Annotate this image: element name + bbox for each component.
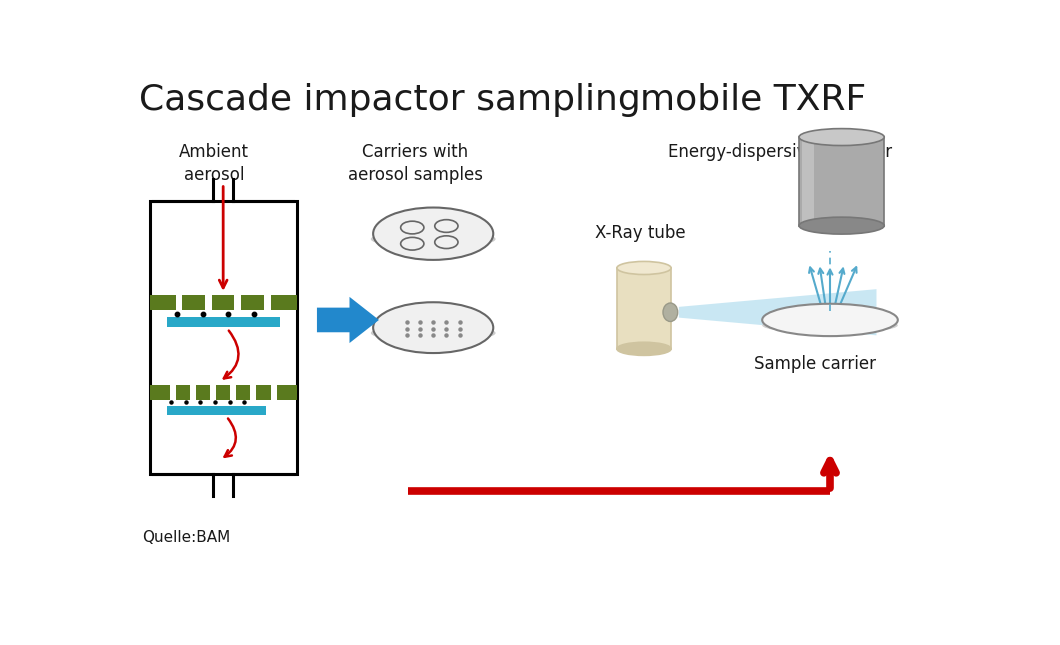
Text: mobile TXRF: mobile TXRF xyxy=(640,83,866,117)
Bar xyxy=(264,295,271,310)
Bar xyxy=(149,385,297,400)
Text: Sample carrier: Sample carrier xyxy=(754,355,876,373)
Ellipse shape xyxy=(435,236,458,248)
Ellipse shape xyxy=(435,220,458,232)
Ellipse shape xyxy=(401,237,424,250)
Bar xyxy=(270,385,277,400)
Text: Carriers with
aerosol samples: Carriers with aerosol samples xyxy=(348,143,483,184)
Ellipse shape xyxy=(617,342,671,355)
Ellipse shape xyxy=(799,217,884,234)
Bar xyxy=(799,137,884,226)
Ellipse shape xyxy=(401,221,424,234)
Bar xyxy=(149,295,297,310)
Bar xyxy=(149,201,297,474)
Bar xyxy=(250,385,257,400)
Ellipse shape xyxy=(371,324,496,342)
Text: Energy-dispersive detector: Energy-dispersive detector xyxy=(668,143,891,161)
Bar xyxy=(617,268,671,349)
Polygon shape xyxy=(678,289,877,335)
Ellipse shape xyxy=(373,303,493,353)
Text: Quelle:BAM: Quelle:BAM xyxy=(142,530,230,545)
Bar xyxy=(234,295,242,310)
Bar xyxy=(205,295,212,310)
Bar xyxy=(166,317,280,327)
Ellipse shape xyxy=(799,128,884,146)
Ellipse shape xyxy=(662,303,677,321)
Bar xyxy=(210,385,216,400)
Bar xyxy=(802,137,814,226)
Bar xyxy=(176,295,182,310)
Ellipse shape xyxy=(371,230,496,248)
Text: Ambient
aerosol: Ambient aerosol xyxy=(179,143,249,184)
Text: Cascade impactor sampling: Cascade impactor sampling xyxy=(139,83,640,117)
Ellipse shape xyxy=(373,208,493,260)
Polygon shape xyxy=(317,297,379,343)
Bar xyxy=(170,385,176,400)
Ellipse shape xyxy=(762,304,898,336)
Bar xyxy=(166,406,266,415)
Bar xyxy=(190,385,196,400)
Ellipse shape xyxy=(762,317,898,333)
Text: X-Ray tube: X-Ray tube xyxy=(595,224,686,242)
Bar xyxy=(230,385,236,400)
Ellipse shape xyxy=(617,261,671,275)
